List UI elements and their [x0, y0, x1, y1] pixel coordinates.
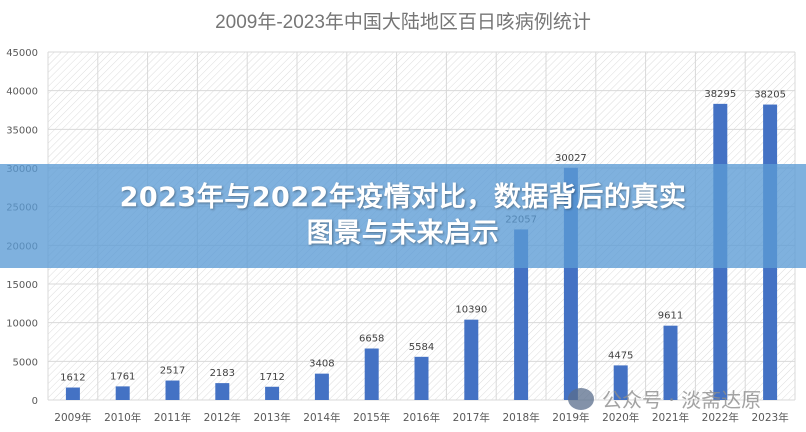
- x-tick-label: 2014年: [303, 411, 340, 424]
- y-tick-label: 5000: [13, 357, 38, 368]
- y-tick-label: 40000: [6, 87, 38, 98]
- bar: [514, 229, 529, 400]
- data-label: 9611: [658, 311, 683, 322]
- data-label: 4475: [608, 350, 633, 361]
- data-label: 1761: [110, 371, 135, 382]
- y-tick-label: 45000: [6, 48, 38, 59]
- watermark-text: 公众号 · 淡斋达原: [602, 388, 762, 412]
- x-tick-label: 2020年: [602, 411, 639, 424]
- x-tick-label: 2012年: [204, 411, 241, 424]
- data-label: 1712: [259, 372, 284, 383]
- data-label: 38295: [704, 89, 736, 100]
- data-label: 5584: [409, 342, 434, 353]
- x-tick-label: 2017年: [453, 411, 490, 424]
- bar: [265, 386, 280, 400]
- y-tick-label: 0: [32, 396, 38, 407]
- bar: [663, 325, 678, 400]
- data-label: 2517: [160, 366, 185, 377]
- bar: [464, 319, 479, 400]
- data-label: 10390: [455, 305, 487, 316]
- x-tick-label: 2019年: [552, 411, 589, 424]
- chart-title: 2009年-2023年中国大陆地区百日咳病例统计: [215, 11, 591, 33]
- x-tick-label: 2011年: [154, 411, 191, 424]
- data-label: 6658: [359, 334, 384, 345]
- bar: [364, 348, 379, 400]
- x-tick-label: 2016年: [403, 411, 440, 424]
- x-tick-label: 2010年: [104, 411, 141, 424]
- data-label: 3408: [309, 359, 334, 370]
- headline-line-1: 2023年与2022年疫情对比，数据背后的真实: [119, 182, 687, 213]
- headline-line-2: 图景与未来启示: [306, 218, 500, 249]
- bar: [314, 373, 329, 400]
- data-label: 38205: [754, 90, 786, 101]
- bar: [65, 387, 80, 400]
- x-tick-label: 2009年: [54, 411, 91, 424]
- data-label: 2183: [210, 368, 235, 379]
- data-label: 30027: [555, 153, 587, 164]
- x-tick-label: 2013年: [253, 411, 290, 424]
- x-tick-label: 2015年: [353, 411, 390, 424]
- x-tick-label: 2023年: [751, 411, 788, 424]
- bar: [414, 356, 429, 400]
- y-tick-label: 35000: [6, 125, 38, 136]
- bar: [215, 383, 230, 400]
- y-tick-label: 10000: [6, 319, 38, 330]
- headline-banner: 2023年与2022年疫情对比，数据背后的真实 图景与未来启示: [0, 164, 806, 268]
- bar: [165, 380, 180, 400]
- x-tick-label: 2022年: [702, 411, 739, 424]
- data-label: 1612: [60, 373, 85, 384]
- bar: [115, 386, 130, 400]
- wechat-logo-icon: [568, 387, 594, 410]
- x-tick-label: 2021年: [652, 411, 689, 424]
- bar: [613, 365, 628, 400]
- x-tick-label: 2018年: [502, 411, 539, 424]
- y-tick-label: 15000: [6, 280, 38, 291]
- watermark: 公众号 · 淡斋达原: [568, 384, 761, 413]
